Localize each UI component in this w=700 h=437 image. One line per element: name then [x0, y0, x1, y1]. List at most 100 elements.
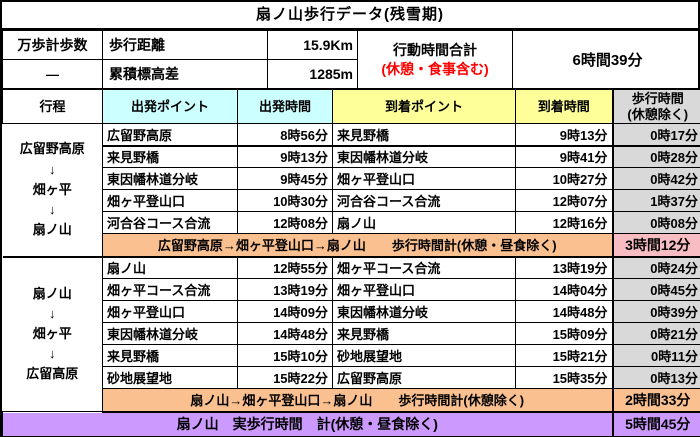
grand-total-row: 扇ノ山 実歩行時間 計(休憩・昼食除く) 5時間45分 — [2, 411, 700, 437]
depart-point-cell: 東因幡林道分岐 — [102, 167, 238, 190]
total-time-note: (休憩・食事含む) — [381, 60, 489, 77]
table-row: 東因幡林道分岐 9時45分 畑ヶ平登山口 10時27分 0時42分 — [3, 167, 700, 190]
walk-time-cell: 0時13分 — [611, 366, 700, 389]
elevation-label: 累積標高差 — [102, 59, 268, 89]
walk-time-cell: 0時11分 — [611, 344, 700, 367]
pedometer-value: ― — [2, 59, 103, 89]
total-time-cell: 行動時間合計 (休憩・食事含む) — [357, 30, 513, 89]
walk-time-cell: 0時45分 — [611, 278, 700, 301]
route-column-header: 行程 — [2, 89, 103, 124]
section-summary-label: 扇ノ山→畑ヶ平登山口→扇ノ山 歩行時間計(休憩除く) — [102, 388, 613, 413]
grand-total-label: 扇ノ山 実歩行時間 計(休憩・昼食除く) — [2, 411, 613, 437]
walk-time-cell: 1時37分 — [611, 189, 700, 212]
info-row-2: ― 累積標高差 1285m — [2, 59, 700, 89]
arrive-point-cell: 東因幡林道分岐 — [332, 145, 516, 168]
table-row: 畑ヶ平登山口 14時09分 東因幡林道分岐 14時48分 0時39分 — [3, 300, 700, 323]
table-row: 来見野橋 9時13分 東因幡林道分岐 9時41分 0時28分 — [3, 145, 700, 168]
depart-time-cell: 15時10分 — [237, 344, 333, 367]
section-summary-value: 2時間33分 — [611, 388, 700, 413]
elevation-value: 1285m — [267, 59, 358, 89]
grand-total-value: 5時間45分 — [611, 411, 700, 437]
depart-time-cell: 12時55分 — [237, 256, 333, 279]
arrive-point-cell: 東因幡林道分岐 — [332, 300, 516, 323]
arrive-time-cell: 15時35分 — [515, 366, 613, 389]
depart-time-cell: 8時56分 — [237, 123, 333, 147]
arrive-point-cell: 砂地展望地 — [332, 344, 516, 367]
depart-point-cell: 畑ヶ平登山口 — [102, 300, 238, 323]
table-row: 広留野高原 ↓ 畑ヶ平 ↓ 扇ノ山 広留野高原 8時56分 来見野橋 9時13分 0時17… — [2, 123, 700, 258]
depart-point-cell: 来見野橋 — [102, 344, 238, 367]
depart-point-cell: 扇ノ山 — [102, 256, 238, 279]
table-row: 来見野橋 15時10分 砂地展望地 15時21分 0時11分 — [3, 344, 700, 367]
table-row: 畑ヶ平コース合流 13時19分 畑ヶ平登山口 14時04分 0時45分 — [3, 278, 700, 301]
summary-info-table: 万歩計歩数 歩行距離 15.9Km 行動時間合計 (休憩・食事含む) 6時間39分… — [2, 30, 700, 89]
table-row: 砂地展望地 15時22分 広留野高原 15時35分 0時13分 — [3, 366, 700, 389]
total-time-label: 行動時間合計 — [393, 41, 477, 58]
arrive-point-cell: 来見野橋 — [332, 123, 516, 147]
walk-time-cell: 0時42分 — [611, 167, 700, 190]
depart-time-cell: 10時30分 — [237, 189, 333, 212]
arrive-time-cell: 14時04分 — [515, 278, 613, 301]
section-summary-row: 扇ノ山→畑ヶ平登山口→扇ノ山 歩行時間計(休憩除く) 2時間33分 — [3, 388, 700, 413]
walk-time-cell: 0時08分 — [611, 211, 700, 234]
arrive-point-cell: 河合谷コース合流 — [332, 189, 516, 212]
walk-time-cell: 0時21分 — [611, 322, 700, 345]
arrive-time-cell: 12時07分 — [515, 189, 613, 212]
depart-time-cell: 15時22分 — [237, 366, 333, 389]
depart-point-cell: 畑ヶ平コース合流 — [102, 278, 238, 301]
depart-point-cell: 畑ヶ平登山口 — [102, 189, 238, 212]
depart-time-cell: 9時45分 — [237, 167, 333, 190]
depart-point-cell: 河合谷コース合流 — [102, 211, 238, 234]
arrive-time-cell: 10時27分 — [515, 167, 613, 190]
arrive-point-cell: 広留野高原 — [332, 366, 516, 389]
table-row: 畑ヶ平登山口 10時30分 河合谷コース合流 12時07分 1時37分 — [3, 189, 700, 212]
arrive-point-cell: 来見野橋 — [332, 322, 516, 345]
section-summary-value: 3時間12分 — [611, 233, 700, 258]
arrive-point-cell: 畑ヶ平登山口 — [332, 278, 516, 301]
table-row: 東因幡林道分岐 14時48分 来見野橋 15時09分 0時21分 — [3, 322, 700, 345]
table-body: 広留野高原 ↓ 畑ヶ平 ↓ 扇ノ山 広留野高原 8時56分 来見野橋 9時13分 0時17… — [2, 123, 700, 413]
walk-time-cell: 0時39分 — [611, 300, 700, 323]
walk-time-cell: 0時17分 — [611, 123, 700, 147]
section-summary-label: 広留野高原→畑ヶ平登山口→扇ノ山 歩行時間計(休憩・昼食除く) — [102, 233, 613, 258]
depart-time-cell: 14時48分 — [237, 322, 333, 345]
page-title: 扇ノ山歩行データ(残雪期) — [2, 2, 698, 30]
walk-time-cell: 0時24分 — [611, 256, 700, 279]
table-row: 河合谷コース合流 12時08分 扇ノ山 12時16分 0時08分 — [3, 211, 700, 234]
depart-time-cell: 13時19分 — [237, 278, 333, 301]
arrive-point-cell: 畑ヶ平コース合流 — [332, 256, 516, 279]
arrive-point-header: 到着ポイント — [332, 89, 516, 124]
walk-time-header: 歩行時間 (休憩除く) — [611, 89, 700, 124]
pedometer-label: 万歩計歩数 — [2, 30, 103, 60]
arrive-time-cell: 15時09分 — [515, 322, 613, 345]
arrive-point-cell: 畑ヶ平登山口 — [332, 167, 516, 190]
info-row-1: 万歩計歩数 歩行距離 15.9Km 行動時間合計 (休憩・食事含む) 6時間39分 — [2, 30, 700, 89]
total-time-value: 6時間39分 — [512, 30, 700, 89]
arrive-time-cell: 12時16分 — [515, 211, 613, 234]
arrive-time-cell: 13時19分 — [515, 256, 613, 279]
depart-time-cell: 9時13分 — [237, 145, 333, 168]
arrive-time-cell: 15時21分 — [515, 344, 613, 367]
itinerary-table: 行程 出発ポイント 出発時間 到着ポイント 到着時間 歩行時間 (休憩除く) 広… — [2, 89, 700, 437]
arrive-point-cell: 扇ノ山 — [332, 211, 516, 234]
arrive-time-cell: 14時48分 — [515, 300, 613, 323]
route-label: 広留野高原 ↓ 畑ヶ平 ↓ 扇ノ山 — [2, 123, 103, 258]
depart-point-cell: 東因幡林道分岐 — [102, 322, 238, 345]
arrive-time-cell: 9時13分 — [515, 123, 613, 147]
distance-value: 15.9Km — [267, 30, 358, 60]
table-row: 扇ノ山 ↓ 畑ヶ平 ↓ 広留高原 扇ノ山 12時55分 畑ヶ平コース合流 13時19分 0… — [2, 256, 700, 412]
depart-point-cell: 広留野高原 — [102, 123, 238, 147]
table-head-body: 行程 出発ポイント 出発時間 到着ポイント 到着時間 歩行時間 (休憩除く) — [2, 89, 700, 124]
arrive-time-header: 到着時間 — [515, 89, 613, 124]
arrive-time-cell: 9時41分 — [515, 145, 613, 168]
column-header-row: 行程 出発ポイント 出発時間 到着ポイント 到着時間 歩行時間 (休憩除く) — [2, 89, 700, 124]
depart-point-cell: 来見野橋 — [102, 145, 238, 168]
depart-point-cell: 砂地展望地 — [102, 366, 238, 389]
route-label: 扇ノ山 ↓ 畑ヶ平 ↓ 広留高原 — [2, 256, 103, 412]
section-summary-row: 広留野高原→畑ヶ平登山口→扇ノ山 歩行時間計(休憩・昼食除く) 3時間12分 — [3, 233, 700, 258]
table-foot-body: 扇ノ山 実歩行時間 計(休憩・昼食除く) 5時間45分 — [2, 411, 700, 437]
depart-time-cell: 14時09分 — [237, 300, 333, 323]
depart-point-header: 出発ポイント — [102, 89, 238, 124]
depart-time-header: 出発時間 — [237, 89, 333, 124]
